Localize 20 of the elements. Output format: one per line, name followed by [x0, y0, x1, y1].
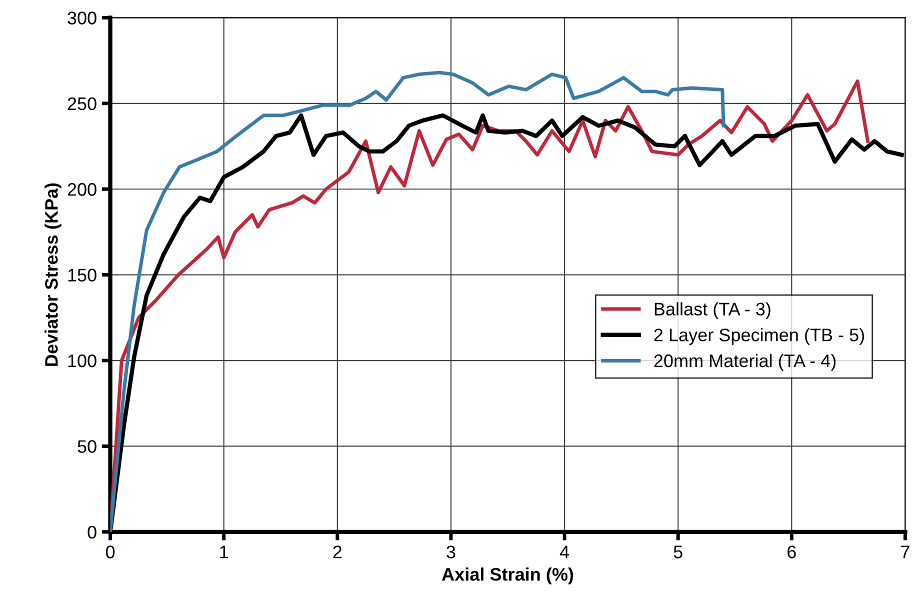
- x-tick-label: 1: [220, 546, 228, 558]
- y-tick-label: 250: [68, 97, 96, 110]
- x-tick-label: 7: [901, 546, 910, 558]
- y-axis-title: Deviator Stress (KPa): [44, 183, 62, 366]
- x-tick-label: 6: [788, 546, 796, 558]
- legend-label: 20mm Material (TA - 4): [654, 354, 836, 371]
- y-tick-label: 300: [68, 12, 96, 24]
- y-tick-label: 50: [78, 440, 96, 453]
- y-tick-label: 100: [68, 354, 96, 368]
- x-tick-label: 3: [446, 546, 456, 558]
- x-tick-label: 2: [333, 546, 342, 558]
- x-axis-title: Axial Strain (%): [442, 567, 574, 584]
- x-tick-label: 4: [560, 546, 570, 558]
- y-tick-label: 150: [68, 268, 96, 282]
- legend-label: Ballast (TA - 3): [654, 302, 770, 320]
- y-tick-label: 200: [68, 183, 96, 196]
- x-tick-label: 0: [106, 546, 115, 558]
- x-tick-label: 5: [674, 546, 682, 558]
- legend-label: 2 Layer Specimen (TB - 5): [654, 328, 864, 345]
- y-tick-label: 0: [88, 526, 96, 539]
